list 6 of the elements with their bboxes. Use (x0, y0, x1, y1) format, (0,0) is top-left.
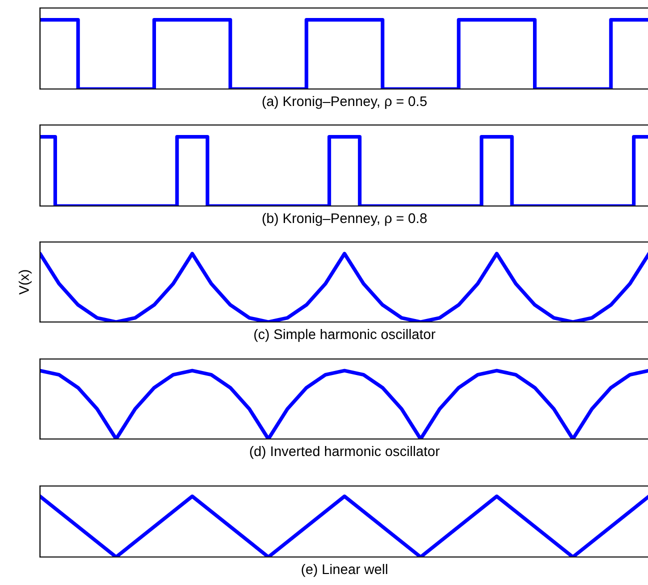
x-axis-title: (b) Kronig–Penney, ρ = 0.8 (262, 212, 427, 226)
x-axis-title: (a) Kronig–Penney, ρ = 0.5 (262, 96, 427, 109)
x-axis-title: (d) Inverted harmonic oscillator (250, 446, 440, 459)
x-axis-title: (e) Linear well (302, 564, 388, 577)
x-axis-title: (c) Simple harmonic oscillator (254, 328, 436, 342)
y-axis-title: V(x) (18, 270, 32, 295)
